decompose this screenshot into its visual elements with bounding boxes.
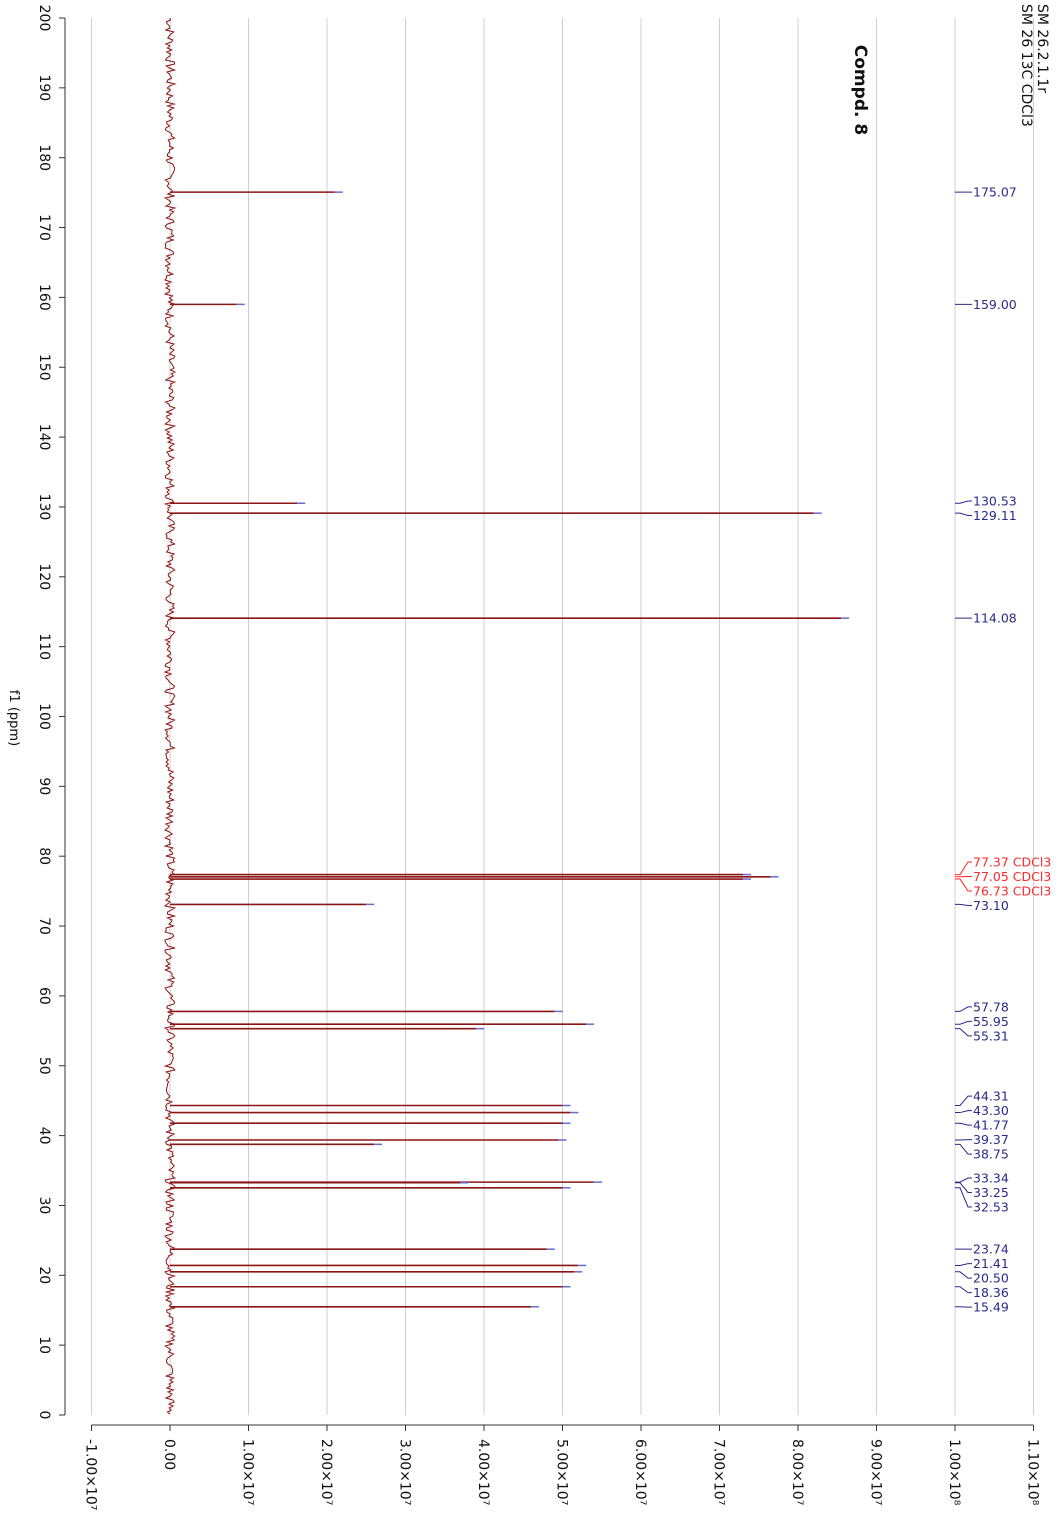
header-line: SM 26 13C CDCl3 [1018, 4, 1034, 127]
chart-title: Compd. 8 [850, 45, 870, 135]
x-tick-label: 60 [36, 987, 52, 1005]
axis-label: f1 (ppm) [6, 690, 21, 746]
peak-label: 20.50 [973, 1271, 1009, 1286]
x-tick-label: 180 [36, 144, 52, 171]
label-leader [955, 1263, 972, 1266]
x-tick-label: 20 [36, 1266, 52, 1284]
x-tick-label: 200 [36, 5, 52, 32]
x-tick-label: 150 [36, 354, 52, 381]
peak-label: 38.75 [973, 1147, 1009, 1162]
label-leader [955, 1286, 972, 1294]
peak-label: 32.53 [973, 1199, 1009, 1214]
x-tick-label: 30 [36, 1197, 52, 1215]
y-tick-label: 5.00×10⁷ [554, 1439, 570, 1505]
y-tick-label: 9.00×10⁷ [868, 1439, 884, 1505]
label-leader [955, 903, 972, 906]
label-leader [955, 1020, 972, 1025]
x-tick-label: 40 [36, 1127, 52, 1145]
baseline-noise [163, 17, 177, 1415]
peak-label: 55.31 [973, 1028, 1009, 1043]
peak-label: 33.34 [973, 1170, 1009, 1185]
y-tick-label: 7.00×10⁷ [711, 1439, 727, 1505]
y-tick-label: 1.00×10⁸ [946, 1439, 962, 1506]
y-tick-label: 0.00 [161, 1439, 177, 1470]
x-tick-label: 100 [36, 703, 52, 730]
peak-label: 114.08 [973, 611, 1017, 626]
x-tick-label: 10 [36, 1336, 52, 1354]
y-tick-label: 1.10×10⁸ [1025, 1439, 1041, 1506]
label-leader [955, 512, 972, 516]
peak-label: 129.11 [973, 508, 1017, 523]
peak-label: 15.49 [973, 1300, 1009, 1315]
x-tick-label: 130 [36, 494, 52, 521]
y-tick-label: 3.00×10⁷ [397, 1439, 413, 1505]
x-tick-label: 160 [36, 284, 52, 311]
x-tick-label: 80 [36, 847, 52, 865]
peak-label: 175.07 [973, 185, 1017, 200]
peak-label: 77.05 CDCl3 [973, 869, 1051, 884]
label-leader [955, 1187, 972, 1208]
y-tick-label: 6.00×10⁷ [632, 1439, 648, 1505]
x-tick-label: 140 [36, 424, 52, 451]
x-tick-label: 70 [36, 917, 52, 935]
x-tick-label: 120 [36, 563, 52, 590]
peak-label: 21.41 [973, 1256, 1009, 1271]
y-tick-label: 8.00×10⁷ [789, 1439, 805, 1505]
label-leader [955, 1143, 972, 1155]
label-leader [955, 1182, 972, 1193]
label-leader [955, 861, 972, 876]
label-leader [955, 878, 972, 892]
peak-label: 44.31 [973, 1089, 1009, 1104]
peak-label: 77.37 CDCl3 [973, 854, 1051, 869]
peak-label: 23.74 [973, 1242, 1009, 1257]
peak-label: 18.36 [973, 1285, 1009, 1300]
label-leader [955, 500, 972, 504]
x-tick-label: 50 [36, 1057, 52, 1075]
label-leader [955, 1028, 972, 1037]
y-tick-label: 1.00×10⁷ [240, 1439, 256, 1505]
x-tick-label: 170 [36, 214, 52, 241]
x-tick-label: 0 [36, 1411, 52, 1420]
x-tick-label: 110 [36, 633, 52, 660]
label-leader [955, 1122, 972, 1126]
peak-label: 159.00 [973, 297, 1017, 312]
label-leader [955, 1110, 972, 1114]
peak-label: 55.95 [973, 1014, 1009, 1029]
peak-label: 33.25 [973, 1185, 1009, 1200]
label-leader [955, 1177, 972, 1183]
header-line: SM 26.2.1.1r [1034, 4, 1050, 93]
label-leader [955, 1095, 972, 1106]
label-leader [955, 1271, 972, 1279]
peak-label: 73.10 [973, 898, 1009, 913]
peak-label: 39.37 [973, 1132, 1009, 1147]
label-leader [955, 1006, 972, 1012]
y-tick-label: 4.00×10⁷ [475, 1439, 491, 1505]
peak-label: 41.77 [973, 1118, 1009, 1133]
x-tick-label: 90 [36, 777, 52, 795]
y-tick-label: 2.00×10⁷ [318, 1439, 334, 1505]
peak-label: 76.73 CDCl3 [973, 883, 1051, 898]
peak-label: 57.78 [973, 999, 1009, 1014]
peak-label: 43.30 [973, 1103, 1009, 1118]
peak-label: 130.53 [973, 493, 1017, 508]
x-tick-label: 190 [36, 74, 52, 101]
y-tick-label: -1.00×10⁷ [83, 1439, 99, 1510]
